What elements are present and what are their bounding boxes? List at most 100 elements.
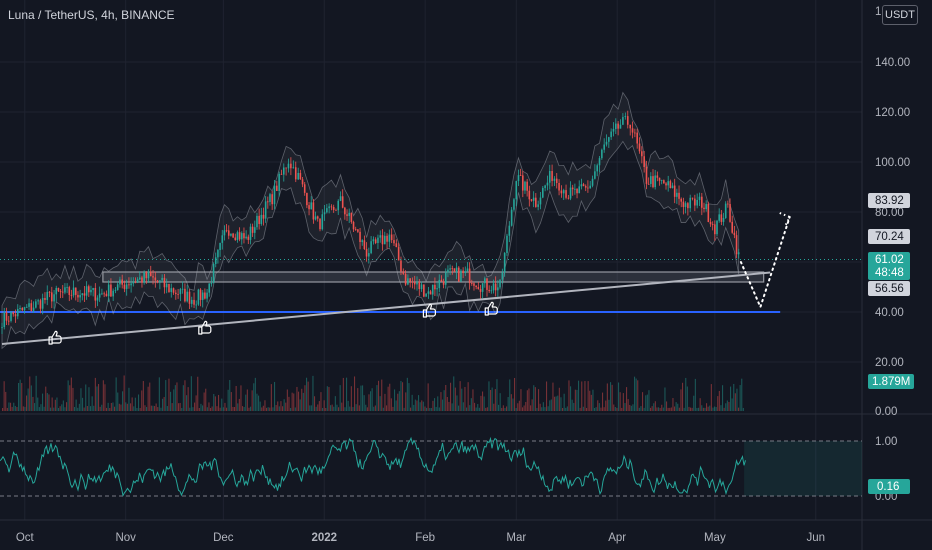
candle (660, 180, 663, 182)
candle (716, 220, 718, 235)
candle (16, 308, 19, 317)
candle (475, 285, 477, 288)
candle (85, 286, 88, 296)
volume-bar (374, 405, 376, 411)
volume-bar (338, 407, 340, 411)
candle (1, 326, 3, 328)
volume-bar (390, 398, 392, 411)
volume-bar (493, 403, 495, 411)
candle (44, 297, 46, 300)
volume-bar (347, 400, 349, 411)
candle (328, 206, 330, 209)
volume-bar (206, 407, 208, 411)
volume-bar (445, 384, 447, 411)
candle (165, 283, 168, 288)
volume-bar (200, 403, 202, 411)
candle (190, 299, 193, 304)
volume-bar (101, 404, 103, 411)
candle (580, 184, 583, 187)
volume-bar (211, 406, 213, 411)
volume-bar (210, 407, 212, 411)
volume-bar (77, 407, 79, 411)
volume-bar (517, 403, 519, 411)
candle (707, 204, 710, 222)
volume-bar (362, 385, 364, 411)
volume-bar (264, 400, 266, 411)
currency-button[interactable]: USDT (882, 5, 918, 25)
volume-bar (350, 386, 352, 411)
candle (598, 158, 601, 166)
volume-bar (243, 406, 245, 411)
candle (488, 289, 490, 292)
candle (243, 233, 245, 239)
volume-bar (707, 406, 709, 411)
candle (442, 281, 445, 285)
volume-bar (474, 402, 476, 411)
candle (260, 214, 263, 224)
volume-bar (245, 394, 247, 411)
trendline[interactable] (1, 271, 771, 345)
volume-bar (46, 393, 48, 411)
volume-bar (67, 380, 69, 411)
volume-bar (718, 390, 720, 411)
candle (186, 291, 189, 302)
candle (638, 143, 641, 152)
volume-bar (251, 390, 253, 411)
volume-bar (523, 405, 525, 411)
volume-bar (413, 404, 415, 411)
volume-bar (592, 389, 594, 411)
volume-bar (190, 376, 192, 411)
candle (423, 284, 425, 297)
volume-bar (21, 382, 23, 411)
oscillator-badge (868, 479, 910, 494)
y-tick-label: 20.00 (875, 357, 904, 369)
projection-path[interactable] (739, 216, 791, 310)
volume-bar (462, 402, 464, 411)
volume-bar (586, 407, 588, 411)
volume-bar (118, 403, 120, 411)
volume-bar (94, 377, 96, 411)
volume-bar (440, 392, 442, 411)
volume-bar (600, 407, 602, 411)
candle (654, 175, 656, 188)
volume-bar (414, 399, 416, 411)
volume-bar (157, 407, 159, 411)
candle (25, 306, 28, 308)
volume-bar (552, 382, 554, 411)
volume-bar (683, 407, 685, 411)
volume-bar (595, 407, 597, 411)
volume-bar (504, 407, 506, 411)
volume-bar (733, 383, 735, 411)
candle (519, 175, 522, 176)
candle (555, 178, 558, 183)
candle (175, 292, 177, 295)
candle (258, 215, 260, 224)
volume-bar (176, 382, 178, 411)
volume-bar (728, 401, 730, 411)
volume-bar (435, 406, 437, 411)
candle (280, 173, 283, 175)
volume-bar (269, 407, 271, 411)
candle (116, 284, 119, 291)
candle (5, 312, 8, 321)
candle (247, 236, 250, 240)
level-badge (868, 193, 910, 208)
candle (10, 312, 12, 321)
volume-bar (741, 378, 743, 411)
volume-bar (694, 378, 696, 411)
candle (136, 279, 139, 283)
candle (271, 194, 273, 205)
candle (128, 284, 130, 286)
volume-bar (501, 407, 503, 411)
candle (156, 280, 159, 282)
volume-bar (557, 395, 559, 411)
candle (578, 186, 581, 194)
volume-bar (189, 407, 191, 411)
volume-bar (69, 385, 71, 411)
volume-bar (709, 405, 711, 411)
level-badge (868, 281, 910, 296)
volume-bar (461, 388, 463, 411)
volume-bar (613, 404, 615, 411)
x-tick-label: Nov (115, 532, 136, 544)
